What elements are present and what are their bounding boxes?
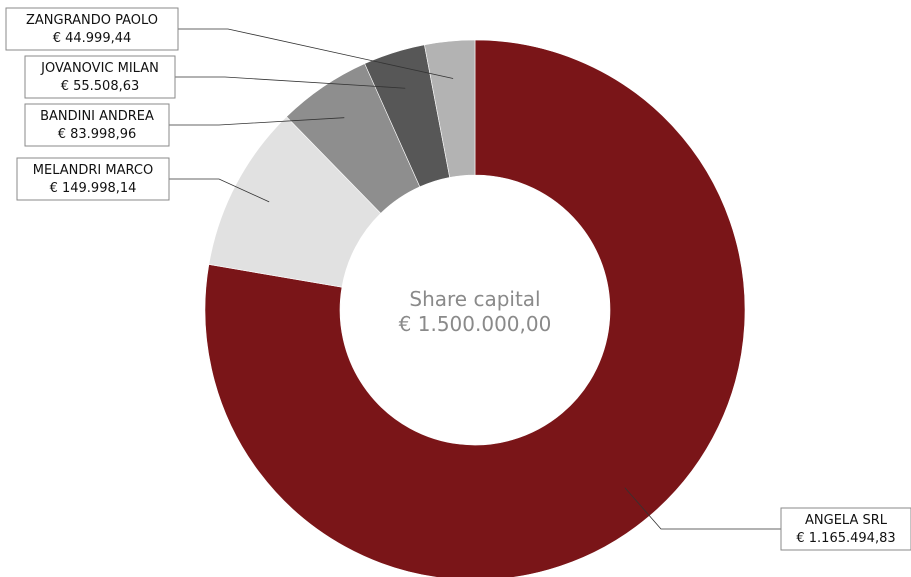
slice-amount-angela-srl: € 1.165.494,83 <box>796 531 895 546</box>
center-total: € 1.500.000,00 <box>399 312 552 336</box>
label-box-angela-srl <box>780 507 911 551</box>
slice-label-angela-srl: ANGELA SRL <box>805 513 888 528</box>
leader-lines <box>169 28 781 530</box>
slice-angela-srl <box>204 39 746 577</box>
leader-line-jovanovic-milan <box>175 76 406 89</box>
leader-line-zangrando-paolo <box>178 28 454 79</box>
label-box-zangrando-paolo <box>5 7 179 51</box>
slice-amount-jovanovic-milan: € 55.508,63 <box>61 79 140 94</box>
slice-label-melandri-marco: MELANDRI MARCO <box>33 163 153 178</box>
label-box-melandri-marco <box>16 157 170 201</box>
label-box-jovanovic-milan <box>24 55 176 99</box>
leader-line-melandri-marco <box>169 178 270 203</box>
center-title: Share capital <box>409 287 540 311</box>
slice-amount-melandri-marco: € 149.998,14 <box>50 181 137 196</box>
slice-label-zangrando-paolo: ZANGRANDO PAOLO <box>26 13 158 28</box>
slice-labels: ANGELA SRL € 1.165.494,83 MELANDRI MARCO € … <box>5 7 911 551</box>
label-box-bandini-andrea <box>24 103 170 147</box>
slice-label-jovanovic-milan: JOVANOVIC MILAN <box>40 61 159 76</box>
slice-zangrando-paolo <box>424 39 476 178</box>
leader-line-angela-srl <box>624 487 781 530</box>
slice-label-bandini-andrea: BANDINI ANDREA <box>40 109 154 124</box>
donut-slices <box>204 39 746 577</box>
leader-line-bandini-andrea <box>169 117 345 126</box>
slice-amount-bandini-andrea: € 83.998,96 <box>58 127 137 142</box>
slice-amount-zangrando-paolo: € 44.999,44 <box>53 31 132 46</box>
